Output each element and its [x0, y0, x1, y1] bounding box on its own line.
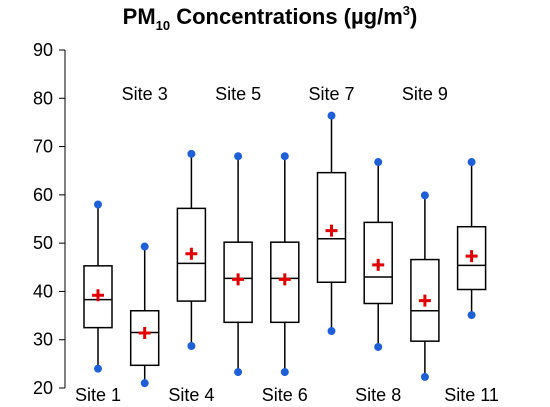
mean-marker: [325, 224, 338, 237]
mean-marker: [278, 273, 291, 286]
mean-marker: [138, 326, 151, 339]
category-label: Site 8: [355, 385, 401, 405]
chart-title-subscript: 10: [156, 18, 170, 33]
category-labels: Site 1 Site 3 Site 4 Site 5 Site 6 Site 7 Site…: [75, 84, 499, 405]
y-tick-label: 60: [33, 185, 53, 205]
max-marker: [327, 111, 336, 120]
y-tick-label: 70: [33, 137, 53, 157]
category-label: Site 7: [308, 84, 354, 104]
box-plot: [176, 149, 207, 350]
category-label: Site 11: [444, 385, 499, 405]
max-marker: [187, 149, 196, 158]
y-tick-label: 90: [33, 40, 53, 60]
chart-title-main: PM: [123, 4, 156, 29]
y-tick-label: 80: [33, 88, 53, 108]
category-label: Site 1: [75, 385, 121, 405]
max-marker: [467, 158, 476, 167]
y-tick-label: 20: [33, 378, 53, 398]
box-plot: [316, 111, 347, 336]
mean-marker: [185, 247, 198, 260]
min-marker: [280, 368, 289, 377]
category-label: Site 5: [215, 84, 261, 104]
max-marker: [280, 152, 289, 161]
chart-title: PM10 Concentrations (µg/m3): [123, 3, 418, 33]
box-plot: [129, 242, 160, 388]
min-marker: [94, 364, 102, 373]
min-marker: [467, 311, 476, 320]
min-marker: [140, 379, 149, 388]
category-label: Site 4: [168, 385, 214, 405]
y-tick-label: 40: [33, 281, 53, 301]
box-plot: [270, 152, 300, 377]
category-label: Site 6: [262, 385, 308, 405]
min-marker: [327, 327, 336, 336]
y-axis: 20 30 40 50 60 70 80 90: [33, 40, 66, 398]
box-plot: [83, 200, 113, 373]
min-marker: [187, 341, 196, 350]
mean-marker: [465, 250, 478, 263]
box-plot: [363, 158, 393, 351]
chart-title-rest: Concentrations (µg/m: [170, 4, 403, 29]
plot-area: [83, 111, 487, 388]
mean-marker: [372, 258, 385, 271]
y-tick-label: 50: [33, 233, 53, 253]
max-marker: [374, 158, 383, 167]
max-marker: [420, 191, 429, 200]
box-plot: [456, 158, 487, 320]
chart-title-superscript: 3: [403, 3, 410, 18]
category-label: Site 3: [122, 84, 168, 104]
box-plot: [410, 191, 440, 381]
max-marker: [94, 200, 102, 209]
mean-marker: [418, 294, 431, 307]
y-tick-label: 30: [33, 330, 53, 350]
max-marker: [140, 242, 149, 251]
chart-title-end: ): [410, 4, 417, 29]
min-marker: [420, 372, 429, 381]
category-label: Site 9: [402, 84, 448, 104]
min-marker: [374, 342, 383, 351]
mean-marker: [232, 273, 245, 286]
min-marker: [234, 368, 243, 377]
mean-marker: [92, 289, 104, 302]
box-plot: [223, 152, 253, 377]
max-marker: [234, 152, 243, 161]
